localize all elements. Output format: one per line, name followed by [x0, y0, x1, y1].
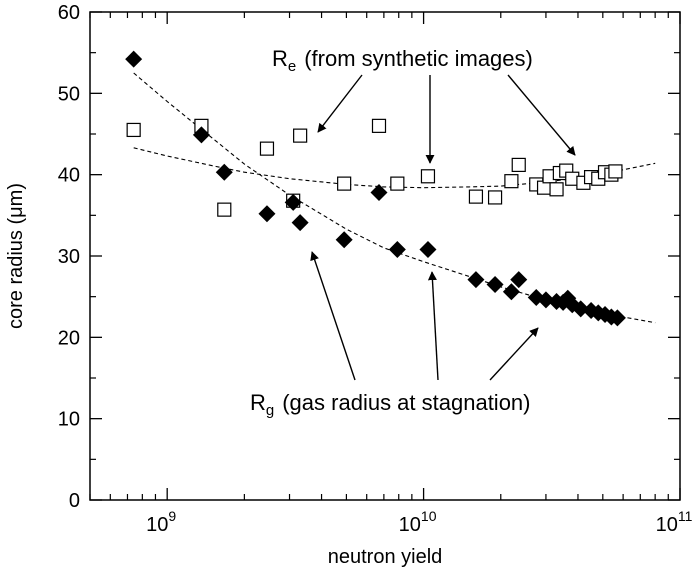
annotation-rg-base: R	[250, 390, 266, 415]
point-re	[487, 190, 503, 205]
x-tick-exp: 9	[168, 508, 176, 524]
point-re	[608, 164, 623, 179]
svg-text:Rg(gas radius at stagnation): Rg (gas radius at stagnation)	[250, 390, 531, 419]
point-rg	[284, 193, 302, 211]
arrow-re-3	[507, 74, 576, 156]
y-tick-label: 30	[58, 246, 80, 268]
point-re	[420, 169, 436, 184]
point-rg	[510, 271, 528, 289]
point-re	[259, 141, 275, 156]
point-re	[468, 189, 484, 204]
point-rg	[291, 214, 309, 232]
point-rg	[572, 300, 590, 318]
svg-text:Re(from synthetic images): Re (from synthetic images)	[272, 46, 533, 75]
point-rg	[192, 126, 210, 144]
arrow-rg-2	[427, 271, 439, 381]
arrow-rg-1	[310, 251, 356, 381]
point-rg	[388, 240, 406, 258]
y-tick-label: 40	[58, 165, 80, 187]
point-rg	[486, 275, 504, 293]
point-rg	[370, 184, 388, 202]
y-tick-label: 60	[58, 2, 80, 24]
x-tick-label: 109	[146, 508, 176, 536]
y-tick-label: 20	[58, 327, 80, 349]
point-rg	[419, 240, 437, 258]
y-axis-title: core radius (μm)	[5, 183, 27, 329]
arrow-re-1	[317, 74, 363, 133]
y-tick-label: 50	[58, 83, 80, 105]
point-rg	[258, 205, 276, 223]
y-tick-label: 10	[58, 409, 80, 431]
point-re	[126, 122, 141, 138]
y-tick-label: 0	[69, 490, 80, 512]
point-rg	[537, 291, 555, 309]
fit-curve-rg	[133, 72, 656, 324]
annotation-rg-sub: g	[266, 402, 274, 419]
x-tick-label: 1010	[399, 508, 437, 536]
annotation-re: Re (from synthetic images)	[272, 46, 576, 164]
annotation-rg-text: (gas radius at stagnation)	[282, 390, 530, 415]
axis-ticks	[89, 11, 681, 501]
point-rg	[215, 163, 233, 181]
annotation-rg: Rg (gas radius at stagnation)	[250, 251, 539, 419]
data-points	[125, 50, 626, 327]
point-re	[371, 118, 387, 133]
x-tick-label: 1011	[656, 508, 693, 536]
arrow-rg-3	[489, 327, 539, 381]
fit-curves	[133, 72, 656, 324]
point-re	[337, 176, 352, 191]
point-re	[504, 174, 519, 189]
x-tick-exp: 10	[421, 508, 437, 524]
point-rg	[335, 231, 353, 249]
point-rg	[502, 283, 520, 301]
x-tick-base: 10	[146, 514, 168, 536]
point-re	[293, 128, 308, 143]
point-rg	[125, 50, 143, 68]
point-rg	[608, 309, 626, 327]
point-re	[549, 182, 564, 197]
x-axis-title: neutron yield	[328, 546, 443, 568]
point-rg	[467, 271, 485, 289]
plot-frame	[89, 11, 681, 501]
point-re	[217, 202, 232, 217]
x-tick-exp: 11	[678, 508, 693, 524]
annotation-re-base: R	[272, 46, 288, 71]
point-re	[390, 176, 405, 191]
annotation-re-text: (from synthetic images)	[304, 46, 533, 71]
x-tick-base: 10	[399, 514, 421, 536]
annotation-re-sub: e	[288, 58, 296, 75]
x-tick-base: 10	[656, 514, 678, 536]
point-re	[511, 157, 526, 173]
